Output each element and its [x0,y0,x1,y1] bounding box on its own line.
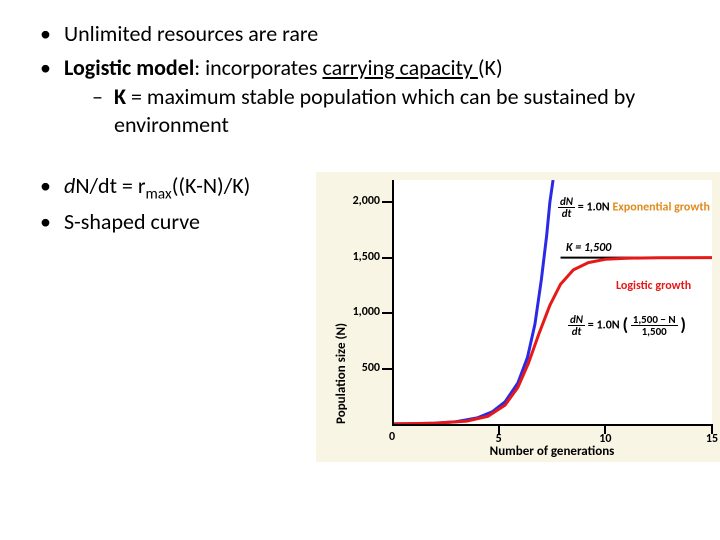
frac-dndt-1: dN dt [558,196,575,219]
frac-dndt-2: dN dt [568,314,585,337]
y-tick [382,257,392,259]
anno-log-label: Logistic growth [616,280,691,293]
y-axis-label: Population size (N) [334,323,349,424]
k-label: K = 1,500 [566,241,611,255]
bullet-3-main: N/dt = r [75,172,145,199]
x-axis-label: Number of generations [392,444,712,459]
log-rparen: ) [680,314,686,336]
bullet-2-underline: carrying capacity [322,54,477,81]
slide: Unlimited resources are rare Logistic mo… [0,0,720,482]
frac-kn: 1,500 − N 1,500 [631,314,678,337]
log-eq-mid: = 1.0N [588,318,620,332]
bullet-2-sublist: K = maximum stable population which can … [92,83,684,138]
x-axis [392,424,712,426]
y-tick [382,312,392,314]
bullet-3: dN/dt = rmax((K-N)/K) [36,172,316,204]
lower-row: dN/dt = rmax((K-N)/K) S-shaped curve 050… [36,172,684,462]
exp-eq-rhs: = 1.0N [578,200,610,214]
exp-label: Exponential growth [612,200,710,214]
y-axis [392,180,394,424]
bullet-1: Unlimited resources are rare [36,20,684,48]
frac-den-2: dt [568,326,585,337]
anno-k: K = 1,500 [566,242,611,255]
bullet-4: S-shaped curve [36,208,316,236]
log-label: Logistic growth [616,279,691,293]
lower-left: dN/dt = rmax((K-N)/K) S-shaped curve [36,172,316,462]
frac-kn-den: 1,500 [631,326,678,337]
bullet-3-d: d [64,172,75,199]
log-lparen: ( [622,314,628,336]
bullet-list: Unlimited resources are rare Logistic mo… [36,20,684,138]
bullet-2-sub-k: K [114,83,126,110]
anno-exp-eq: dN dt = 1.0N Exponential growth [558,196,710,219]
y-tick-label: 1,000 [330,305,380,319]
x-axis-label-text: Number of generations [490,444,615,459]
bullet-4-text: S-shaped curve [64,208,200,235]
chart-container: 05001,0001,5002,000 51015 Population siz… [316,172,720,462]
y-tick [382,368,392,370]
bullet-2-strong: Logistic model [64,54,194,81]
y-tick [382,201,392,203]
origin-label: 0 [389,430,395,444]
anno-log-eq: dN dt = 1.0N ( 1,500 − N 1,500 ) [568,314,686,337]
bullet-2-sub: K = maximum stable population which can … [92,83,684,138]
growth-chart: 05001,0001,5002,000 51015 Population siz… [316,172,720,462]
bullet-2: Logistic model: incorporates carrying ca… [36,54,684,139]
bullet-1-text: Unlimited resources are rare [64,20,318,47]
bullet-3-post: ((K-N)/K) [172,172,251,199]
y-axis-label-text: Population size (N) [334,323,349,424]
bullet-2-text-a: : incorporates [194,54,322,81]
bullet-list-2: dN/dt = rmax((K-N)/K) S-shaped curve [36,172,316,235]
y-tick-label: 1,500 [330,250,380,264]
bullet-3-sub: max [146,184,172,203]
bullet-2-text-b: (K) [478,54,503,81]
y-tick-label: 2,000 [330,194,380,208]
frac-den: dt [558,208,575,219]
bullet-2-sub-text: = maximum stable population which can be… [114,83,635,138]
